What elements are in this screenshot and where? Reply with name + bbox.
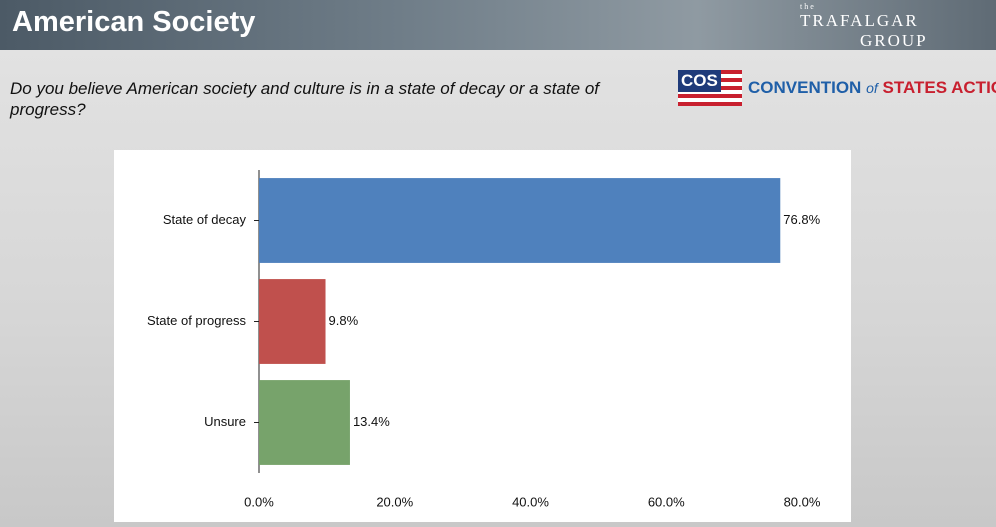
sponsor-name-1: CONVENTION [748,78,862,97]
x-tick-label: 0.0% [244,494,274,509]
x-tick-label: 80.0% [784,494,821,509]
sponsor-name-2: of [866,80,878,96]
slide-title: American Society [12,6,256,38]
x-tick-label: 60.0% [648,494,685,509]
sponsor-logo: COS CONVENTION of STATES ACTION [678,70,996,106]
y-tick-label: State of decay [163,212,247,227]
badge: COS [678,70,742,106]
trafalgar-logo: the TRAFALGAR GROUP [800,2,928,51]
logo-line2: GROUP [860,31,928,50]
bar [259,380,350,465]
bar [259,279,326,364]
question: Do you believe American society and cult… [10,79,600,119]
x-tick-label: 20.0% [376,494,413,509]
x-tick-label: 40.0% [512,494,549,509]
value-label: 13.4% [353,414,390,429]
bar [259,178,781,263]
sponsor-name-3: STATES ACTION [882,78,996,97]
header-band: American Society the TRAFALGAR GROUP [0,0,996,50]
y-tick-label: State of progress [147,313,246,328]
badge-text: COS [678,70,721,92]
value-label: 76.8% [783,212,820,227]
y-tick-label: Unsure [204,414,246,429]
sponsor-name: CONVENTION of STATES ACTION [748,78,996,98]
logo-line1: TRAFALGAR [800,11,919,30]
value-label: 9.8% [329,313,359,328]
logo-small: the [800,2,816,11]
